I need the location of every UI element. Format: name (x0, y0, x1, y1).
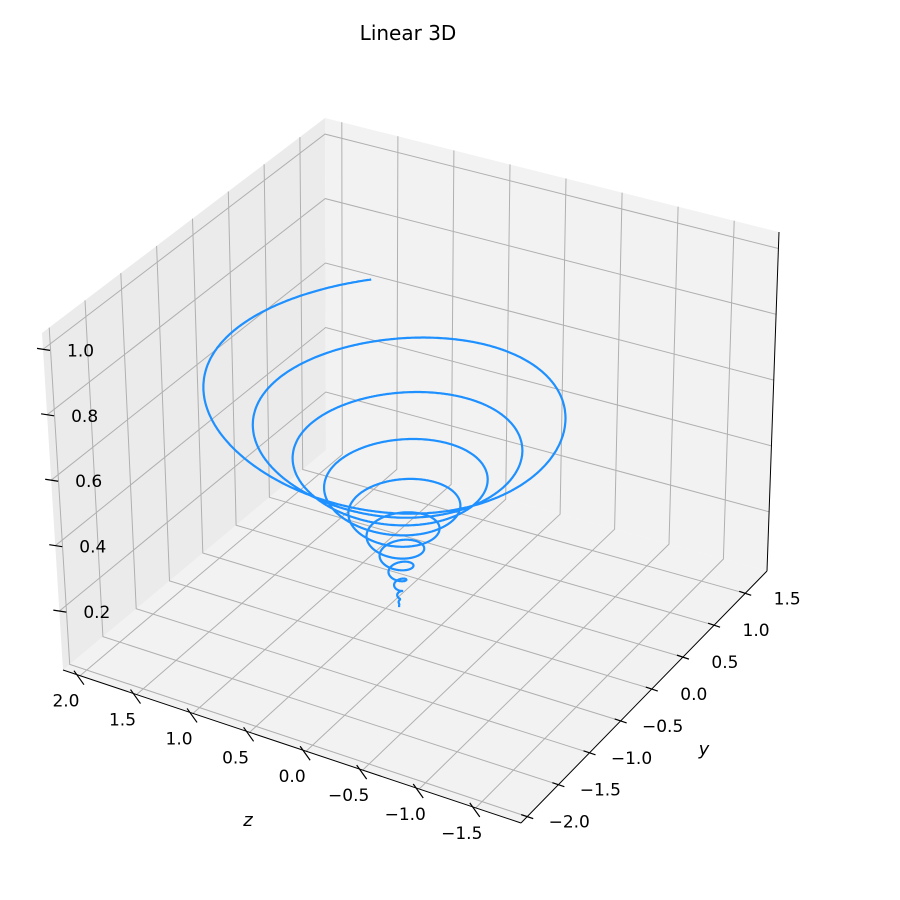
z-tick-label: 1.0 (67, 341, 94, 361)
y-grid-line (120, 273, 590, 754)
y-tick-label: 0.0 (680, 685, 707, 705)
y-tick-mark (614, 718, 627, 724)
z-grid-line (42, 133, 779, 350)
axis-panes (42, 118, 779, 823)
x-tick-mark (130, 689, 141, 704)
y-tick-label: −0.5 (642, 717, 683, 737)
x-grid-line (79, 122, 343, 677)
x-tick-mark (243, 726, 255, 742)
z-tick-mark (45, 478, 59, 482)
y-tick-label: −2.0 (549, 813, 590, 833)
x-axis-line (62, 669, 522, 824)
z-tick-mark (53, 609, 67, 613)
z-grid-line (58, 391, 770, 612)
x-tick-label: 1.5 (109, 711, 136, 731)
tick-labels: −1.5−1.0−0.50.00.51.01.52.0−2.0−1.5−1.0−… (36, 341, 801, 844)
y-grid-line (48, 327, 528, 818)
x-tick-label: 0.0 (279, 767, 306, 787)
x-tick-label: −0.5 (328, 786, 369, 806)
x-tick-mark (299, 745, 311, 761)
x-tick-label: 1.0 (166, 729, 193, 749)
y-tick-mark (521, 814, 534, 820)
y-grid-line (84, 300, 559, 786)
x-grid-line (362, 192, 623, 771)
x-grid-line (249, 164, 511, 733)
z-tick-label: 0.6 (75, 472, 102, 492)
z-tick-mark (41, 413, 55, 417)
y-grid-line (156, 245, 621, 722)
left-wall-pane (42, 118, 326, 670)
y-tick-mark (707, 622, 721, 628)
axis-lines (62, 231, 780, 824)
y-tick-mark (676, 654, 690, 660)
y-tick-label: −1.0 (611, 749, 652, 769)
grid-lines (42, 122, 779, 818)
y-grid-line (227, 191, 684, 658)
x-tick-mark (356, 764, 368, 780)
x-tick-label: 2.0 (52, 692, 79, 712)
x-grid-line (305, 178, 567, 752)
y-grid-line (299, 137, 746, 594)
z-grid-line (50, 262, 774, 481)
x-grid-line (192, 150, 455, 714)
x-tick-mark (469, 802, 481, 818)
spiral-line (202, 278, 567, 609)
x-grid-line (136, 136, 399, 695)
y-grid-line (192, 218, 652, 690)
y-axis-label: y (698, 739, 710, 760)
x-tick-label: −1.0 (385, 805, 426, 825)
z-tick-label: 0.8 (71, 407, 98, 427)
y-axis-line (520, 570, 768, 824)
z-grid-line (46, 198, 777, 416)
x-tick-label: −1.5 (441, 824, 482, 844)
z-tick-mark (36, 347, 51, 351)
y-tick-label: 1.5 (774, 589, 801, 609)
y-tick-label: 1.0 (743, 621, 770, 641)
z-tick-label: 0.2 (83, 603, 110, 623)
x-axis-label: z (242, 810, 253, 831)
y-tick-mark (739, 590, 752, 596)
y-tick-mark (645, 686, 658, 692)
x-grid-line (475, 220, 735, 809)
x-tick-mark (186, 708, 198, 723)
x-grid-line (418, 206, 679, 790)
x-tick-mark (73, 670, 85, 686)
y-tick-label: −1.5 (580, 781, 621, 801)
z-tick-mark (49, 544, 63, 548)
floor-pane (63, 450, 767, 823)
x-tick-mark (412, 783, 424, 799)
z-grid-line (54, 326, 772, 547)
y-tick-mark (583, 750, 596, 756)
y-tick-label: 0.5 (711, 653, 738, 673)
x-tick-label: 0.5 (222, 748, 249, 768)
z-axis-line (766, 231, 780, 572)
series-layer (202, 278, 567, 609)
chart-title: Linear 3D (360, 21, 457, 45)
right-wall-pane (325, 118, 779, 571)
y-tick-mark (552, 782, 565, 788)
y-grid-line (263, 164, 715, 626)
z-tick-label: 0.4 (79, 538, 106, 558)
